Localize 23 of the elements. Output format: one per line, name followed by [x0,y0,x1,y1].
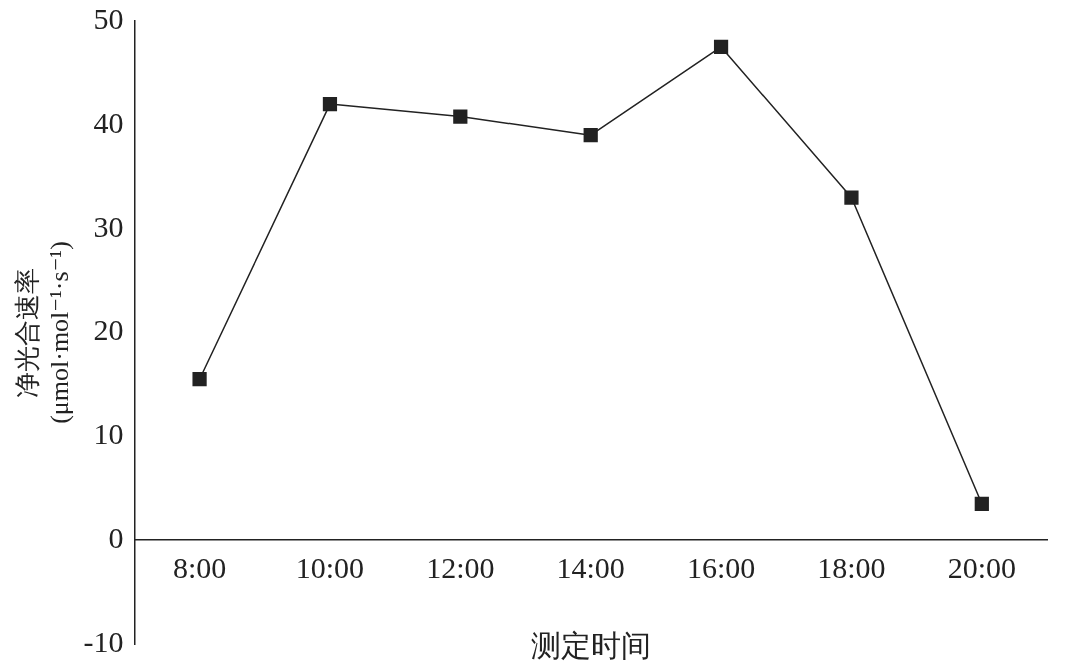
point [192,372,207,387]
x-tick-label: 16:00 [686,551,756,585]
y-tick-label: 40 [93,105,124,139]
point [713,39,729,55]
y-tick-label: 50 [93,1,124,35]
y-tick-label: 30 [93,209,124,243]
x-tick-label: 12:00 [426,551,495,585]
x-tick-label: 20:00 [947,551,1016,585]
point [322,96,338,112]
x-tick-label: 8:00 [172,551,227,585]
y-tick-label: 0 [108,521,124,555]
point [583,128,598,143]
y-tick-label: 20 [93,313,124,347]
x-tick-label: 14:00 [556,551,625,585]
x-tick-label: 18:00 [817,551,886,585]
y-tick-label: -10 [83,624,124,658]
point [974,496,989,511]
y-axis-title: 净光合速率 (μmol·mol⁻¹·s⁻¹) [13,241,74,424]
point [453,109,468,124]
x-tick-label: 10:00 [295,551,365,585]
x-axis-title: 测定时间 [530,629,651,663]
point [844,190,859,205]
y-tick-label: 10 [93,417,124,451]
